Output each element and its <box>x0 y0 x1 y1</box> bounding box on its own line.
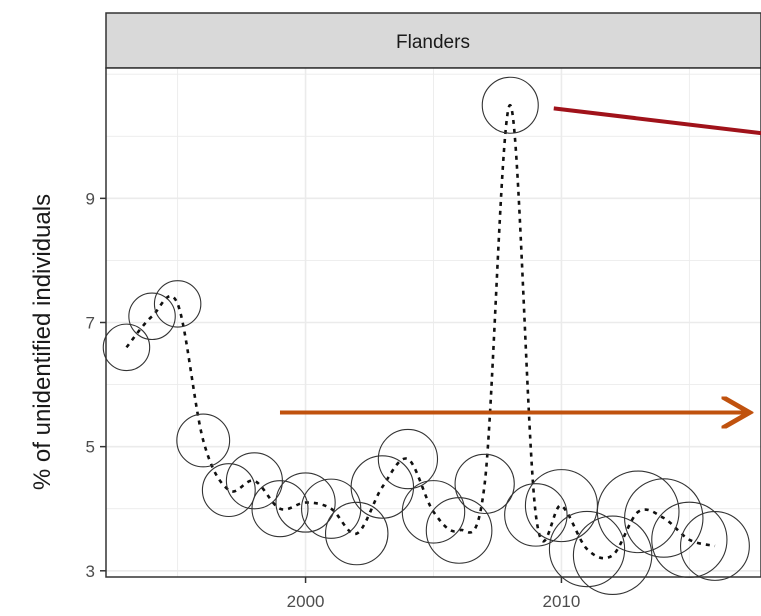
data-point <box>651 501 728 578</box>
data-point <box>153 280 202 328</box>
data-point <box>324 501 389 566</box>
y-tick-label: 5 <box>86 438 95 457</box>
y-axis: 3 5 7 9 <box>86 189 106 581</box>
data-point <box>454 453 515 515</box>
y-tick-label: 3 <box>86 562 95 581</box>
data-point <box>301 478 362 539</box>
data-point <box>176 413 231 468</box>
data-point <box>201 463 256 518</box>
y-tick-label: 9 <box>86 189 95 208</box>
gridlines <box>106 68 761 577</box>
data-point <box>624 478 704 558</box>
x-axis: 2000 2010 <box>287 577 581 611</box>
data-point <box>128 292 176 341</box>
data-points <box>102 76 750 596</box>
facet-strip <box>105 12 761 69</box>
y-tick-label: 7 <box>86 314 95 333</box>
annotations <box>279 106 761 412</box>
data-point <box>596 470 680 554</box>
data-point <box>548 510 626 588</box>
annotation-line <box>553 106 761 136</box>
trend-line <box>125 103 716 560</box>
data-point <box>251 480 309 538</box>
data-point <box>425 497 493 564</box>
x-tick-label: 2010 <box>543 592 581 611</box>
data-point <box>350 455 415 519</box>
facet-label: Flanders <box>396 32 470 53</box>
data-point <box>102 323 151 372</box>
data-point <box>401 480 466 544</box>
data-point <box>481 76 539 134</box>
data-point <box>679 511 750 581</box>
y-axis-title: % of unidentified individuals <box>29 194 56 490</box>
x-tick-label: 2000 <box>287 592 325 611</box>
data-point <box>275 472 336 533</box>
data-point <box>504 483 568 547</box>
data-point <box>377 428 439 490</box>
